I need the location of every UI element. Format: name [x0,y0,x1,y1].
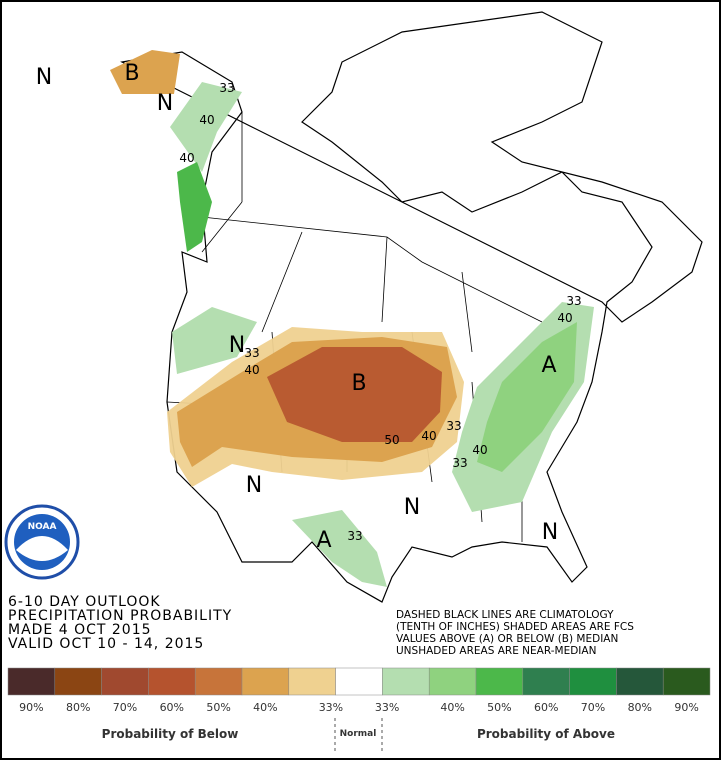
above-alaska-core [177,162,212,252]
below-alaska-area [110,50,180,94]
legend-label: 80% [66,701,90,714]
contour-label: 33 [219,81,234,95]
below-60-area [267,347,442,442]
contour-label: 40 [557,311,572,325]
region-label: B [351,371,366,396]
contour-label: 33 [566,294,581,308]
above-alaska-area [170,82,242,172]
region-label: N [246,473,262,498]
legend-label: 60% [160,701,184,714]
note-line: DASHED BLACK LINES ARE CLIMATOLOGY [396,609,614,621]
legend-swatch [7,667,56,696]
legend-swatch [662,667,711,696]
legend-label: 70% [113,701,137,714]
logo-text: NOAA [28,522,57,532]
legend-swatch [241,667,290,696]
legend-normal-title: Normal [340,729,377,739]
legend-swatch [428,667,477,696]
contour-label: 40 [179,151,194,165]
legend-swatch [335,667,383,696]
contour-label: 40 [421,429,436,443]
note-line: UNSHADED AREAS ARE NEAR-MEDIAN [396,645,596,657]
contour-label: 33 [452,456,467,470]
above-west-area [172,307,257,374]
legend-label: 50% [206,701,230,714]
legend-swatch [522,667,570,696]
region-label: N [36,65,52,90]
legend-above-title: Probability of Above [477,727,615,741]
legend-label: 60% [534,701,558,714]
title-line: PRECIPITATION PROBABILITY [8,608,232,624]
legend-swatch [382,667,430,696]
logo-bird [16,536,68,561]
region-label: A [316,528,331,553]
notes: DASHED BLACK LINES ARE CLIMATOLOGY(TENTH… [396,609,634,657]
title-line: VALID OCT 10 - 14, 2015 [8,636,204,652]
legend-swatch [148,667,196,696]
contour-label: 33 [446,419,461,433]
region-label: B [124,61,139,86]
above-texas-area [292,510,387,587]
legend-label: 50% [487,701,511,714]
legend: 90% 80% 70% 60% 50% 40% 33% 33% 40% 50% 60% 70% 80% 9… [7,667,711,754]
title-line: 6-10 DAY OUTLOOK [8,594,161,610]
legend-swatch [54,667,102,696]
legend-label: 90% [19,701,43,714]
legend-label: 70% [581,701,605,714]
legend-swatch [101,667,149,696]
contour-label: 50 [384,433,399,447]
note-line: VALUES ABOVE (A) OR BELOW (B) MEDIAN [396,633,618,645]
region-label: A [541,353,556,378]
legend-label: 33% [375,701,399,714]
legend-swatch [475,667,524,696]
legend-label: 40% [253,701,277,714]
legend-label: 33% [319,701,343,714]
contour-label: 33 [244,346,259,360]
legend-swatch [288,667,336,696]
legend-label: 80% [628,701,652,714]
legend-swatch [194,667,243,696]
legend-label: 90% [674,701,698,714]
region-label: N [157,91,173,116]
legend-below-title: Probability of Below [102,727,239,741]
contour-label: 40 [472,443,487,457]
contour-label: 40 [199,113,214,127]
region-label: N [229,333,245,358]
title-line: MADE 4 OCT 2015 [8,622,152,638]
region-label: N [404,495,420,520]
contour-label: 40 [244,363,259,377]
region-label: N [542,520,558,545]
legend-label: 40% [440,701,464,714]
legend-swatch [616,667,664,696]
above-east-core [477,322,577,472]
legend-swatch [569,667,617,696]
contour-label: 33 [347,529,362,543]
note-line: (TENTH OF INCHES) SHADED AREAS ARE FCS [396,621,634,633]
